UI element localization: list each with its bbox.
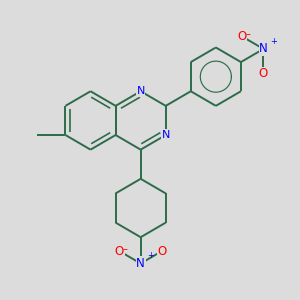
Text: O: O: [238, 30, 247, 43]
Text: O: O: [259, 67, 268, 80]
Text: +: +: [147, 251, 154, 260]
Text: +: +: [270, 37, 277, 46]
Text: –: –: [246, 29, 250, 39]
Text: O: O: [157, 244, 167, 258]
Text: N: N: [136, 86, 145, 96]
Text: –: –: [123, 244, 128, 254]
Text: O: O: [115, 244, 124, 258]
Text: N: N: [136, 257, 145, 270]
Text: N: N: [161, 130, 170, 140]
Text: N: N: [259, 42, 268, 56]
